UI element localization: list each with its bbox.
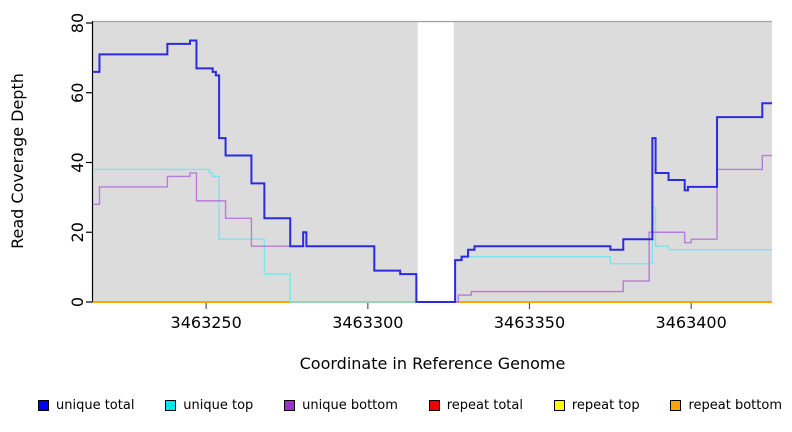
legend-label: repeat top: [571, 398, 640, 413]
y-tick-label: 60: [68, 83, 87, 103]
legend-swatch-icon: [165, 400, 177, 411]
legend-swatch-icon: [284, 400, 296, 411]
legend-label: unique total: [56, 398, 135, 413]
legend-swatch-icon: [670, 400, 682, 411]
legend-swatch-icon: [38, 400, 49, 411]
legend-item-unique-top: unique top: [165, 398, 253, 413]
legend-label: repeat total: [446, 398, 523, 413]
legend: unique total unique top unique bottom repea…: [38, 398, 782, 413]
x-axis-title: Coordinate in Reference Genome: [299, 354, 566, 373]
y-tick-label: 40: [68, 152, 87, 172]
legend-label: unique top: [183, 398, 254, 413]
legend-swatch-icon: [553, 400, 565, 411]
legend-swatch-icon: [428, 400, 440, 411]
legend-item-repeat-top: repeat top: [553, 398, 640, 413]
legend-label: unique bottom: [302, 398, 398, 413]
x-tick-label: 3463350: [494, 313, 565, 332]
y-tick-label: 80: [68, 13, 87, 33]
no-data-gap-band: [417, 22, 454, 303]
y-tick-label: 20: [68, 222, 87, 242]
series-unique-total: [93, 39, 772, 303]
x-tick-label: 3463300: [332, 313, 403, 332]
legend-item-repeat-total: repeat total: [428, 398, 523, 413]
legend-item-unique-total: unique total: [38, 398, 134, 413]
y-axis-title: Read Coverage Depth: [8, 73, 27, 249]
x-tick-label: 3463250: [171, 313, 242, 332]
legend-item-unique-bottom: unique bottom: [284, 398, 398, 413]
y-tick-label: 0: [68, 297, 87, 307]
x-tick-label: 3463400: [656, 313, 727, 332]
legend-label: repeat bottom: [688, 398, 782, 413]
legend-item-repeat-bottom: repeat bottom: [670, 398, 782, 413]
